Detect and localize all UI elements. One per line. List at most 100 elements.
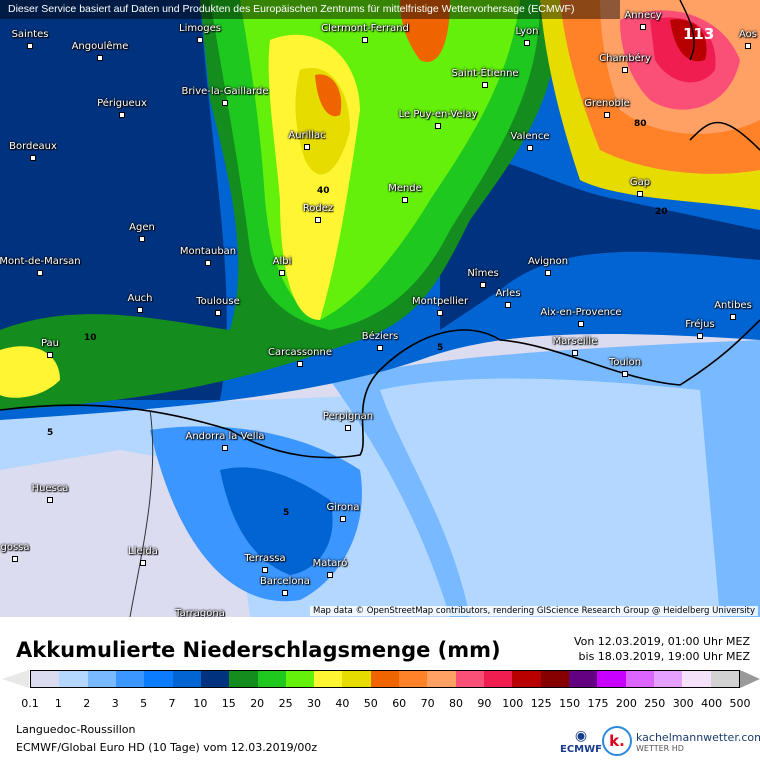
legend-tick-label: 0.1	[21, 697, 39, 710]
date-to: bis 18.03.2019, 19:00 Uhr MEZ	[578, 650, 750, 663]
city-label: Agen	[129, 222, 155, 233]
city-marker	[745, 43, 751, 49]
city-marker	[37, 270, 43, 276]
legend-tick-label: 150	[559, 697, 581, 710]
legend-tick-label: 400	[701, 697, 723, 710]
city-label: Mataró	[312, 558, 348, 569]
city-label: Saint-Étienne	[451, 68, 519, 79]
legend-swatch	[455, 671, 484, 687]
ecmwf-logo-text: ECMWF	[560, 744, 602, 755]
precipitation-field	[0, 0, 760, 617]
city-marker	[215, 310, 221, 316]
city-label: Toulon	[608, 357, 642, 368]
city-marker	[402, 197, 408, 203]
city-label: Aurillac	[288, 130, 326, 141]
legend-tick-label: 2	[83, 697, 91, 710]
contour-label: 10	[84, 333, 97, 343]
legend-swatch	[59, 671, 88, 687]
city-label: Tarragona	[175, 608, 225, 617]
city-marker	[640, 24, 646, 30]
legend-tick-label: 10	[193, 697, 208, 710]
precipitation-map[interactable]: Dieser Service basiert auf Daten und Pro…	[0, 0, 760, 617]
city-label: Montpellier	[411, 296, 469, 307]
city-marker	[730, 314, 736, 320]
city-label: Mont-de-Marsan	[0, 256, 81, 267]
city-label: Aix-en-Provence	[540, 307, 622, 318]
legend-swatch	[653, 671, 683, 687]
legend-tick-label: 20	[250, 697, 265, 710]
legend-tick-label: 25	[278, 697, 293, 710]
contour-label: 80	[634, 119, 647, 129]
legend-swatch	[597, 671, 626, 687]
city-marker	[137, 307, 143, 313]
city-marker	[47, 352, 53, 358]
city-label: Périgueux	[97, 98, 147, 109]
city-label: Angoulême	[71, 41, 129, 52]
legend-swatch	[710, 671, 739, 687]
city-marker	[480, 282, 486, 288]
legend-swatch	[31, 671, 60, 687]
city-label: Auch	[127, 293, 153, 304]
legend-tick-label: 300	[672, 697, 694, 710]
city-label: Chambéry	[599, 53, 651, 64]
city-marker	[47, 497, 53, 503]
city-marker	[578, 321, 584, 327]
city-label: Carcassonne	[268, 347, 332, 358]
date-from: Von 12.03.2019, 01:00 Uhr MEZ	[573, 635, 750, 648]
city-label: Annecy	[624, 10, 662, 21]
kachelmann-logo-text[interactable]: kachelmannwetter.com WETTER HD	[636, 731, 760, 753]
legend-swatch	[144, 671, 173, 687]
city-marker	[572, 350, 578, 356]
map-attribution[interactable]: Map data © OpenStreetMap contributors, r…	[310, 606, 758, 616]
city-label: Béziers	[361, 331, 399, 342]
city-marker	[345, 425, 351, 431]
legend-tick-label: 15	[221, 697, 236, 710]
legend-tick-label: 100	[502, 697, 524, 710]
legend-tick-label: 30	[307, 697, 321, 710]
city-label: Le Puy-en-Velay	[398, 109, 478, 120]
city-label: Barcelona	[260, 576, 310, 587]
city-marker	[604, 112, 610, 118]
city-label: Saintes	[11, 29, 49, 40]
city-label: Girona	[326, 502, 360, 513]
chart-title: Akkumulierte Niederschlagsmenge (mm)	[16, 638, 501, 662]
legend-swatch	[484, 671, 513, 687]
legend-swatch	[257, 671, 286, 687]
legend-tick-label: 50	[363, 697, 378, 710]
city-label: Marseille	[552, 336, 598, 347]
city-marker	[12, 556, 18, 562]
kachelmann-url[interactable]: kachelmannwetter.com	[636, 731, 760, 744]
legend-swatch	[172, 671, 201, 687]
city-label: Brive-la-Gaillarde	[181, 86, 269, 97]
city-label: Bordeaux	[9, 141, 57, 152]
city-marker	[27, 43, 33, 49]
city-marker	[622, 67, 628, 73]
legend-tick-label: 500	[729, 697, 751, 710]
city-label: Huesca	[31, 483, 69, 494]
city-label: Aos	[739, 29, 757, 40]
city-label: Arles	[495, 288, 521, 299]
legend-tick-label: 200	[615, 697, 637, 710]
legend-ticks: 0.1 1 2 3 5 7 10 15 20 25 30 40 50 60 70 80 90 100 125 150 1…	[0, 697, 760, 711]
city-label: Fréjus	[685, 319, 715, 330]
city-label: Albi	[272, 256, 292, 267]
legend-tick-label: 70	[420, 697, 435, 710]
city-marker	[527, 145, 533, 151]
city-marker	[362, 37, 368, 43]
city-marker	[524, 40, 530, 46]
ecmwf-notice-banner: Dieser Service basiert auf Daten und Pro…	[0, 0, 620, 19]
city-marker	[340, 516, 346, 522]
city-marker	[637, 191, 643, 197]
legend-tick-label: 80	[449, 697, 463, 710]
legend-swatch	[229, 671, 258, 687]
city-marker	[435, 123, 441, 129]
city-marker	[119, 112, 125, 118]
city-label: Grenoble	[584, 98, 630, 109]
legend-tick-label: 40	[335, 697, 350, 710]
city-label: Lleida	[128, 546, 158, 557]
legend-tick-label: 5	[140, 697, 148, 710]
legend-tick-label: 125	[530, 697, 552, 710]
kachelmann-logo: k.	[602, 726, 632, 756]
kachelmann-sub: WETTER HD	[636, 744, 684, 753]
legend-swatch	[568, 671, 598, 687]
